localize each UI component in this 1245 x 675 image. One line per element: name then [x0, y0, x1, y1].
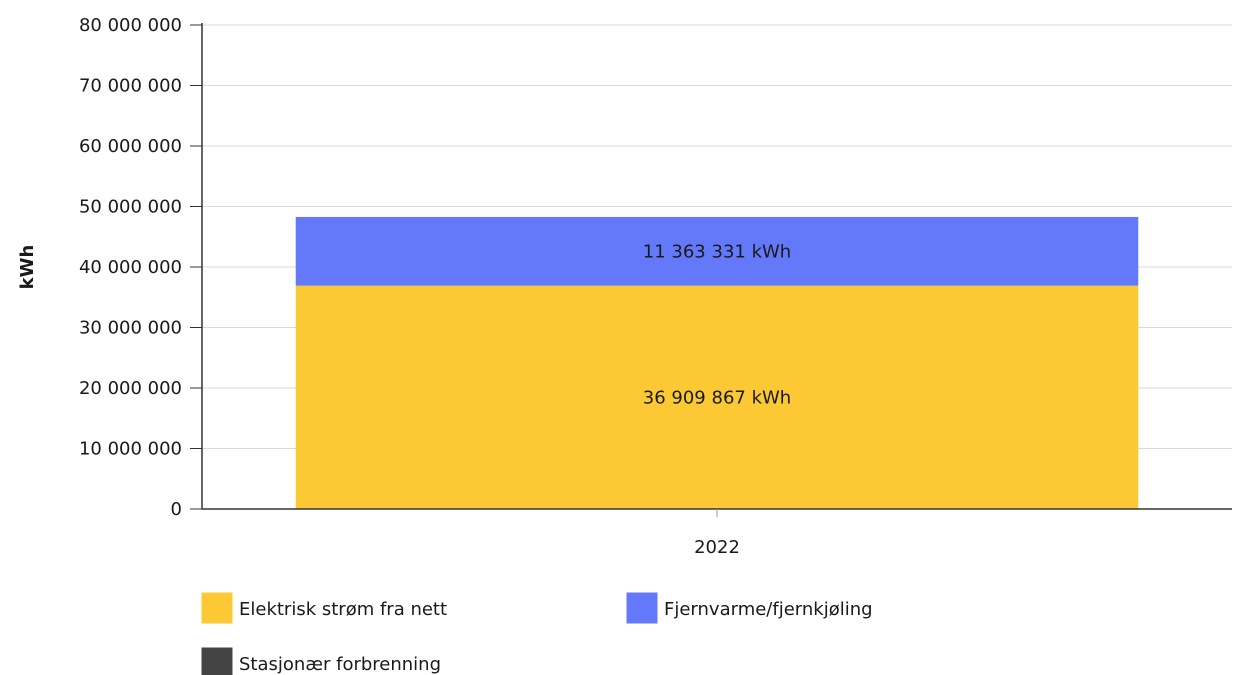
- x-tick-label: 2022: [694, 537, 740, 558]
- y-tick-label: 80 000 000: [79, 15, 182, 36]
- axes: [190, 23, 1232, 517]
- legend-label: Fjernvarme/fjernkjøling: [664, 599, 873, 620]
- legend-item: Elektrisk strøm fra nett: [201, 592, 447, 624]
- x-tick-labels: 2022: [694, 537, 740, 558]
- data-label: 36 909 867 kWh: [643, 387, 791, 408]
- y-axis-title: kWh: [17, 245, 38, 290]
- data-label: 11 363 331 kWh: [643, 241, 791, 262]
- legend: Elektrisk strøm fra nett Fjernvarme/fjern…: [201, 592, 873, 675]
- legend-swatch: [201, 592, 233, 624]
- bars: [295, 216, 1139, 509]
- y-tick-label: 10 000 000: [79, 439, 182, 460]
- y-tick-label: 50 000 000: [79, 197, 182, 218]
- y-tick-label: 0: [171, 499, 182, 520]
- legend-item: Stasjonær forbrenning: [201, 647, 441, 675]
- data-labels: 36 909 867 kWh 11 363 331 kWh: [643, 241, 791, 408]
- y-tick-label: 40 000 000: [79, 257, 182, 278]
- bar-segment: [295, 285, 1139, 509]
- bar-segment: [295, 216, 1139, 286]
- y-tick-label: 30 000 000: [79, 318, 182, 339]
- legend-label: Elektrisk strøm fra nett: [239, 599, 447, 620]
- y-tick-labels: 0 10 000 000 20 000 000 30 000 000 40 000 00…: [79, 15, 182, 520]
- legend-label: Stasjonær forbrenning: [239, 654, 441, 675]
- legend-item: Fjernvarme/fjernkjøling: [626, 592, 873, 624]
- y-tick-label: 60 000 000: [79, 136, 182, 157]
- y-tick-label: 20 000 000: [79, 378, 182, 399]
- y-tick-label: 70 000 000: [79, 76, 182, 97]
- legend-swatch: [626, 592, 658, 624]
- legend-swatch: [201, 647, 233, 675]
